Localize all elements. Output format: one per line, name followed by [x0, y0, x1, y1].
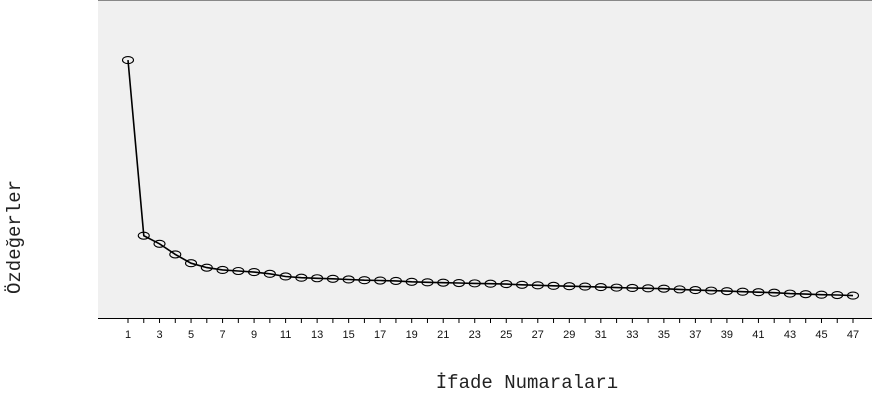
x-axis-title: İfade Numaraları — [436, 372, 618, 394]
data-point — [121, 56, 135, 65]
x-tick-label: 27 — [532, 329, 544, 341]
data-point — [689, 286, 702, 295]
x-tick-label: 25 — [500, 329, 512, 341]
data-point — [421, 278, 434, 287]
data-point — [468, 279, 481, 288]
plot-background — [98, 0, 872, 318]
x-tick-label: 5 — [188, 329, 194, 341]
x-tick-label: 3 — [156, 329, 162, 341]
x-tick-label: 31 — [595, 329, 607, 341]
data-point — [547, 281, 560, 290]
data-point — [169, 250, 182, 259]
data-point — [295, 273, 308, 282]
x-tick-label: 35 — [658, 329, 670, 341]
data-point — [200, 263, 213, 272]
x-tick-label: 29 — [563, 329, 575, 341]
x-tick-label: 11 — [280, 329, 291, 341]
data-point — [736, 287, 749, 296]
data-point — [405, 277, 418, 286]
data-point — [705, 286, 718, 295]
data-point — [594, 283, 607, 292]
data-point — [184, 259, 198, 268]
x-tick-label: 33 — [626, 329, 638, 341]
y-axis-title: Özdeğerler — [4, 180, 26, 294]
data-point — [153, 239, 166, 248]
x-axis-tick-labels: 1 3 5 7 9 11 13 15 17 19 21 23 25 27 29 31 33 35 37 39 41 43 4… — [125, 329, 859, 341]
data-point — [531, 281, 544, 290]
x-tick-label: 39 — [721, 329, 733, 341]
data-point — [815, 290, 828, 299]
data-point — [374, 276, 387, 285]
data-point — [799, 290, 812, 299]
x-tick-label: 13 — [311, 329, 323, 341]
x-tick-label: 21 — [437, 329, 449, 341]
data-point — [358, 276, 371, 285]
data-point — [673, 285, 686, 294]
x-tick-label: 7 — [220, 329, 226, 341]
data-point — [642, 284, 655, 293]
data-point — [326, 274, 339, 283]
data-point — [484, 279, 497, 288]
data-point — [232, 266, 245, 276]
x-tick-label: 17 — [374, 329, 386, 341]
data-point — [137, 231, 150, 240]
x-tick-label: 45 — [815, 329, 827, 341]
data-point — [515, 280, 529, 289]
data-point — [452, 278, 466, 288]
x-axis-ticks — [127, 318, 854, 323]
data-point — [500, 280, 513, 289]
data-point — [846, 291, 860, 300]
data-point — [563, 282, 576, 291]
data-point — [437, 278, 450, 287]
data-point — [579, 282, 592, 291]
x-tick-label: 19 — [406, 329, 418, 341]
data-point — [610, 283, 623, 292]
x-tick-label: 41 — [752, 329, 764, 341]
data-point — [831, 290, 844, 300]
x-tick-label: 15 — [343, 329, 355, 341]
data-point — [311, 274, 324, 283]
data-point — [752, 288, 765, 297]
x-tick-label: 37 — [689, 329, 701, 341]
data-point — [248, 268, 261, 277]
data-point — [263, 269, 276, 278]
x-tick-label: 1 — [125, 329, 131, 341]
data-point — [768, 288, 781, 297]
data-point — [626, 283, 639, 293]
data-point — [783, 289, 797, 298]
data-point — [279, 272, 292, 281]
data-point — [720, 287, 733, 296]
x-tick-label: 43 — [784, 329, 796, 341]
x-tick-label: 9 — [251, 329, 257, 341]
series-points — [121, 56, 860, 300]
data-point — [342, 275, 355, 284]
x-tick-label: 47 — [847, 329, 859, 341]
data-point — [657, 284, 670, 293]
x-tick-label: 23 — [469, 329, 481, 341]
data-point — [216, 265, 229, 274]
data-point — [389, 276, 402, 285]
